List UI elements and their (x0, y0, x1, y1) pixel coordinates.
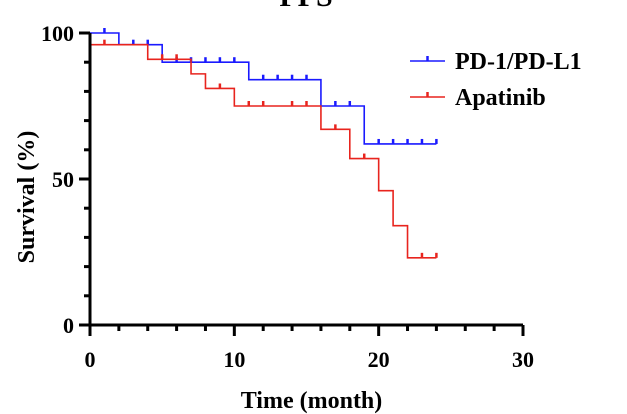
legend-item: PD-1/PD-L1 (410, 49, 582, 75)
x-tick-label: 30 (512, 347, 534, 372)
survival-curve (90, 43, 437, 259)
x-tick-label: 10 (223, 347, 245, 372)
series-1 (90, 39, 438, 259)
x-tick-label: 20 (368, 347, 390, 372)
y-tick-label: 50 (52, 167, 74, 192)
series-layer (90, 28, 438, 259)
series-0 (90, 28, 438, 145)
legend-label: PD-1/PD-L1 (455, 49, 582, 75)
legend-item: Apatinib (410, 85, 546, 111)
x-axis-title: Time (month) (241, 388, 383, 414)
y-tick-label: 100 (41, 21, 74, 46)
x-tick-label: 0 (85, 347, 96, 372)
y-tick-label: 0 (63, 313, 74, 338)
legend: PD-1/PD-L1 Apatinib (410, 49, 582, 111)
y-axis-title: Survival (%) (14, 131, 40, 264)
legend-label: Apatinib (455, 85, 546, 111)
chart-title: PFS (279, 0, 332, 13)
ticks-layer: 0 50 100 0 10 20 30 (41, 21, 534, 372)
survival-curve (90, 32, 437, 145)
